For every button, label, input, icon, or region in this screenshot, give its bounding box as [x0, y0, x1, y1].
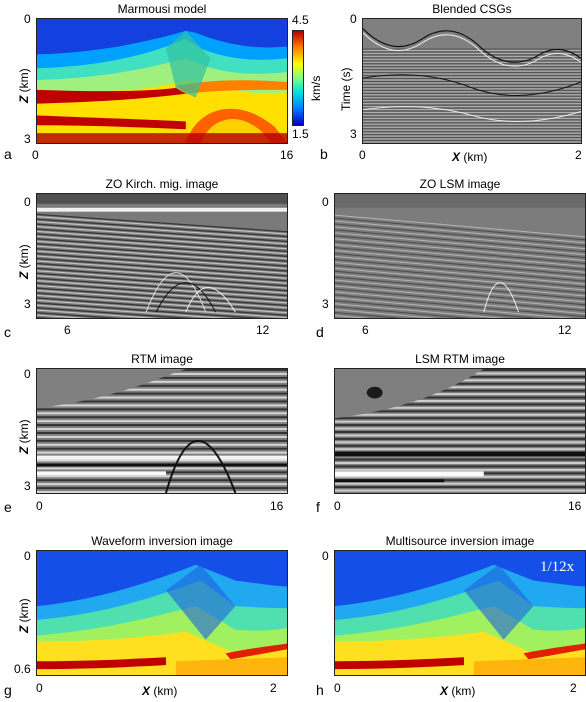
panel-a-letter: a — [4, 146, 12, 162]
panel-d-ytick-bottom: 3 — [322, 297, 329, 311]
panel-g-title: Waveform inversion image — [91, 534, 233, 548]
panel-b-letter: b — [320, 146, 328, 162]
panel-c-title: ZO Kirch. mig. image — [105, 177, 219, 191]
panel-e-ytick-bottom: 3 — [24, 479, 31, 493]
panel-e-xtick-left: 0 — [36, 499, 43, 513]
panel-b-xtick-right: 2 — [575, 148, 582, 162]
panel-d-xtick-left: 6 — [362, 323, 369, 337]
panel-a-ytick-bottom: 3 — [24, 132, 31, 146]
panel-c-xtick-left: 6 — [64, 323, 71, 337]
panel-f-xtick-left: 0 — [334, 499, 341, 513]
panel-g-velocity-image — [36, 550, 288, 676]
panel-h-xtick-right: 2 — [570, 681, 577, 695]
panel-e-xtick-right: 16 — [270, 499, 284, 513]
panel-a-title: Marmousi model — [117, 2, 207, 16]
panel-b-seismic-image — [362, 18, 582, 144]
panel-a-colorbar-unit: km/s — [309, 75, 323, 101]
panel-h-ytick-top: 0 — [322, 549, 329, 563]
panel-g-xtick-left: 0 — [36, 681, 43, 695]
panel-c-seismic-image — [36, 193, 288, 319]
panel-g-ytick-top: 0 — [24, 549, 31, 563]
panel-b-ytick-bottom: 3 — [350, 127, 357, 141]
panel-g-y-axis-label: Z (km) — [17, 598, 31, 633]
panel-d-ytick-top: 0 — [322, 195, 329, 209]
panel-a-colorbar-min: 1.5 — [292, 127, 309, 141]
panel-b-ytick-top: 0 — [350, 12, 357, 26]
panel-a-y-axis-label: Z (km) — [17, 68, 31, 103]
panel-h-velocity-image — [334, 550, 586, 676]
panel-e-letter: e — [4, 499, 12, 515]
panel-h-letter: h — [316, 682, 324, 698]
panel-h-title: Multisource inversion image — [385, 534, 535, 548]
panel-d-title: ZO LSM image — [419, 177, 501, 191]
panel-b-xtick-left: 0 — [359, 148, 366, 162]
panel-c-y-axis-label: Z (km) — [17, 244, 31, 279]
panel-a-xtick-right: 16 — [280, 148, 294, 162]
panel-a-velocity-image — [36, 18, 288, 144]
panel-g-ytick-bottom: 0.6 — [14, 662, 31, 676]
panel-h-annotation: 1/12x — [540, 559, 575, 575]
panel-c-ytick-top: 0 — [24, 195, 31, 209]
panel-f-title: LSM RTM image — [415, 352, 505, 366]
panel-a-ytick-top: 0 — [24, 12, 31, 26]
panel-b-y-axis-label: Time (s) — [339, 67, 353, 111]
panel-e-seismic-image — [36, 368, 288, 494]
panel-b-title: Blended CSGs — [432, 2, 512, 16]
panel-h-x-axis-label: X (km) — [440, 684, 476, 698]
panel-g-xtick-right: 2 — [270, 681, 277, 695]
panel-d-xtick-right: 12 — [558, 323, 572, 337]
panel-a-colorbar — [292, 30, 304, 126]
panel-g-letter: g — [4, 682, 12, 698]
panel-e-ytick-top: 0 — [24, 367, 31, 381]
panel-g-x-axis-label: X (km) — [142, 684, 178, 698]
panel-f-xtick-right: 16 — [568, 499, 582, 513]
panel-b-x-axis-label: X (km) — [452, 150, 488, 164]
panel-d-letter: d — [316, 324, 324, 340]
panel-e-title: RTM image — [131, 352, 193, 366]
panel-c-letter: c — [4, 324, 11, 340]
panel-d-seismic-image — [334, 193, 586, 319]
panel-a-xtick-left: 0 — [32, 148, 39, 162]
panel-a-colorbar-max: 4.5 — [292, 13, 309, 27]
panel-c-xtick-right: 12 — [256, 323, 270, 337]
panel-e-y-axis-label: Z (km) — [17, 419, 31, 454]
panel-f-letter: f — [316, 499, 320, 515]
panel-c-ytick-bottom: 3 — [24, 297, 31, 311]
panel-f-seismic-image — [334, 368, 586, 494]
panel-h-xtick-left: 0 — [334, 681, 341, 695]
